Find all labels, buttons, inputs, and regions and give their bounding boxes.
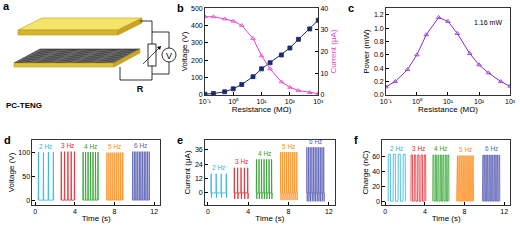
svg-text:4: 4: [246, 208, 250, 215]
svg-text:10⁻¹: 10⁻¹: [380, 98, 393, 105]
svg-text:100: 100: [18, 149, 30, 156]
svg-text:c: c: [348, 2, 354, 14]
svg-text:5 Hz: 5 Hz: [459, 146, 472, 153]
svg-text:5 Hz: 5 Hz: [108, 143, 121, 150]
svg-text:0.8: 0.8: [374, 38, 384, 45]
svg-text:6 Hz: 6 Hz: [485, 145, 498, 152]
svg-text:10⁰: 10⁰: [228, 98, 239, 105]
svg-text:4 Hz: 4 Hz: [434, 145, 447, 152]
svg-text:0.2: 0.2: [374, 78, 384, 85]
svg-text:Charge (nC): Charge (nC): [361, 150, 370, 194]
svg-text:50: 50: [22, 173, 30, 180]
svg-text:a: a: [3, 0, 10, 12]
svg-text:10¹: 10¹: [256, 98, 267, 105]
svg-text:2 Hz: 2 Hz: [39, 143, 52, 150]
svg-text:30: 30: [320, 26, 328, 33]
svg-text:400: 400: [191, 22, 203, 29]
svg-text:Current (μA): Current (μA): [183, 150, 192, 195]
svg-text:2 Hz: 2 Hz: [212, 164, 225, 171]
svg-text:300: 300: [191, 39, 203, 46]
svg-text:3 Hz: 3 Hz: [61, 142, 74, 149]
svg-text:12: 12: [325, 208, 333, 215]
svg-text:Power (mW): Power (mW): [363, 29, 372, 74]
svg-text:0: 0: [33, 208, 37, 215]
svg-text:1.0: 1.0: [374, 25, 384, 32]
svg-text:Resistance (MΩ): Resistance (MΩ): [232, 105, 292, 114]
svg-text:1.2: 1.2: [374, 11, 384, 18]
svg-text:8: 8: [113, 208, 117, 215]
svg-text:Voltage (V): Voltage (V): [7, 152, 16, 192]
svg-text:0: 0: [383, 208, 387, 215]
svg-text:b: b: [177, 2, 184, 14]
svg-text:Time (s): Time (s): [82, 214, 111, 223]
svg-text:10⁰: 10⁰: [412, 98, 423, 105]
svg-text:0.6: 0.6: [374, 51, 384, 58]
svg-text:4 Hz: 4 Hz: [258, 150, 271, 157]
svg-text:10: 10: [320, 70, 328, 77]
svg-text:200: 200: [191, 57, 203, 64]
svg-text:10¹: 10¹: [443, 98, 454, 105]
svg-text:10²: 10²: [285, 98, 296, 105]
svg-text:0: 0: [320, 91, 324, 98]
svg-text:6 Hz: 6 Hz: [309, 138, 322, 145]
svg-text:3 Hz: 3 Hz: [235, 158, 248, 165]
svg-text:4: 4: [73, 208, 77, 215]
svg-text:1.16 mW: 1.16 mW: [474, 19, 502, 26]
svg-text:Time (s): Time (s): [432, 214, 461, 223]
svg-text:8: 8: [463, 208, 467, 215]
svg-text:8: 8: [287, 208, 291, 215]
svg-text:4 Hz: 4 Hz: [84, 143, 97, 150]
svg-text:0: 0: [206, 208, 210, 215]
svg-text:e: e: [177, 134, 183, 146]
svg-text:0: 0: [376, 198, 380, 205]
svg-text:100: 100: [191, 74, 203, 81]
svg-text:5 Hz: 5 Hz: [282, 143, 295, 150]
svg-text:40: 40: [372, 168, 380, 175]
svg-text:0: 0: [199, 91, 203, 98]
svg-text:Voltage (V): Voltage (V): [180, 31, 189, 71]
svg-text:Resistance (MΩ): Resistance (MΩ): [418, 105, 478, 114]
svg-text:PC-TENG: PC-TENG: [6, 101, 42, 110]
svg-text:36: 36: [195, 146, 203, 153]
svg-text:2 Hz: 2 Hz: [390, 145, 403, 152]
svg-text:V: V: [166, 51, 172, 61]
svg-text:4: 4: [423, 208, 427, 215]
svg-text:d: d: [4, 134, 11, 146]
svg-text:12: 12: [150, 208, 158, 215]
svg-text:Current (μA): Current (μA): [329, 29, 338, 74]
svg-text:0.4: 0.4: [374, 65, 384, 72]
svg-text:500: 500: [191, 5, 203, 12]
svg-text:0: 0: [199, 189, 203, 196]
svg-text:10³: 10³: [505, 98, 516, 105]
svg-text:R: R: [137, 84, 144, 94]
svg-text:0.0: 0.0: [374, 91, 384, 98]
svg-text:20: 20: [372, 183, 380, 190]
svg-text:3 Hz: 3 Hz: [412, 145, 425, 152]
svg-text:f: f: [354, 134, 358, 146]
svg-text:60: 60: [372, 153, 380, 160]
svg-text:Time (s): Time (s): [255, 214, 284, 223]
svg-text:10⁻¹: 10⁻¹: [199, 98, 212, 105]
svg-text:0: 0: [26, 197, 30, 204]
svg-text:24: 24: [195, 161, 203, 168]
svg-text:6 Hz: 6 Hz: [134, 142, 147, 149]
svg-text:10³: 10³: [313, 98, 324, 105]
svg-text:40: 40: [320, 5, 328, 12]
svg-text:12: 12: [500, 208, 508, 215]
svg-text:10²: 10²: [474, 98, 485, 105]
svg-text:12: 12: [195, 175, 203, 182]
svg-text:20: 20: [320, 48, 328, 55]
